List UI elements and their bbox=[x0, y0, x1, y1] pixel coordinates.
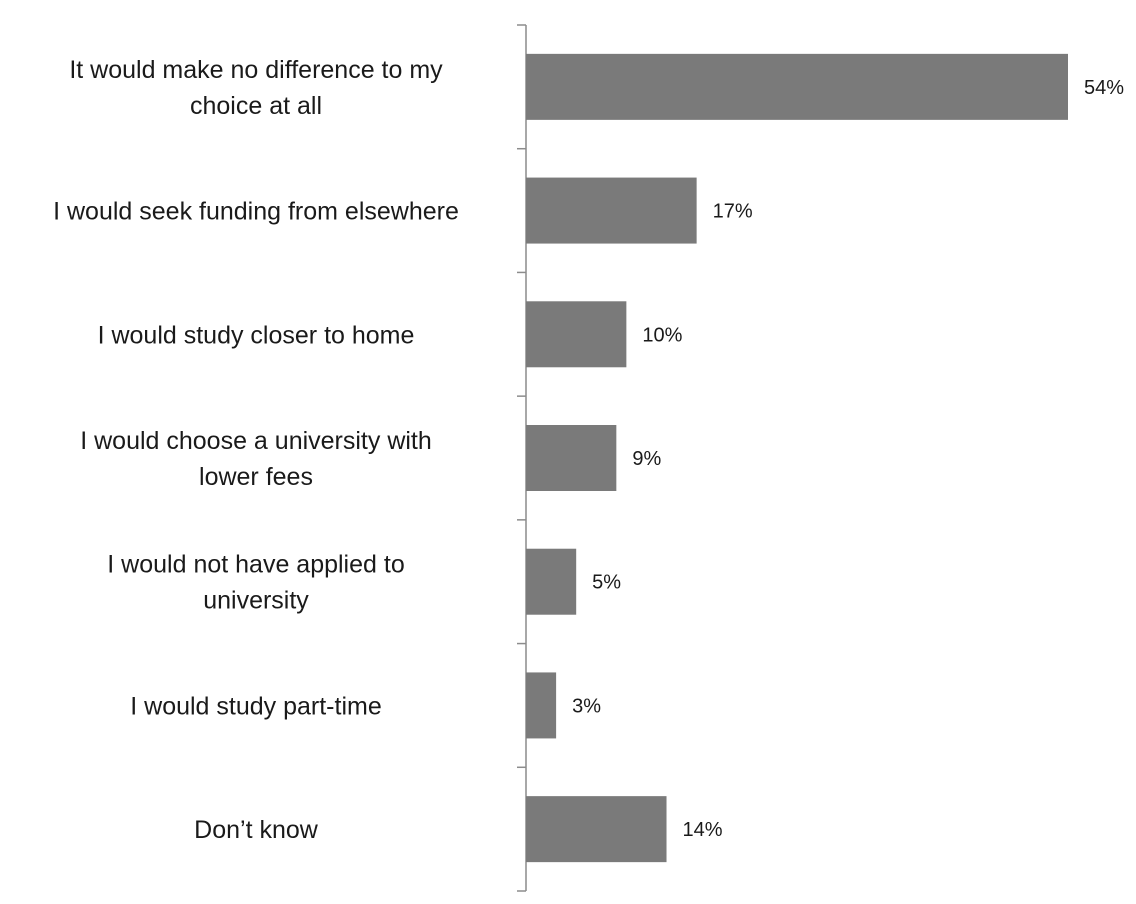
category-label-line: I would not have applied to bbox=[107, 551, 404, 579]
category-label-line: Don’t know bbox=[194, 816, 319, 844]
value-label: 10% bbox=[642, 324, 682, 346]
value-label: 3% bbox=[572, 695, 601, 717]
value-label: 5% bbox=[592, 572, 621, 594]
bar bbox=[526, 425, 617, 491]
bar bbox=[526, 301, 627, 368]
category-label: I would seek funding from elsewhere bbox=[53, 198, 459, 226]
category-label: I would choose a university with lower fe… bbox=[80, 427, 432, 491]
category-label: I would not have applied to university bbox=[107, 551, 404, 615]
bar bbox=[526, 177, 697, 244]
bars-group bbox=[526, 53, 1068, 863]
category-label: I would study part-time bbox=[130, 692, 382, 720]
value-label: 14% bbox=[683, 819, 723, 841]
category-label-line: I would choose a university with bbox=[80, 427, 432, 455]
value-label: 9% bbox=[632, 448, 661, 470]
category-labels-group: It would make no difference to my choice … bbox=[53, 56, 459, 844]
value-labels-group: 54% 17% 10% 9% 5% 3% 14% bbox=[572, 77, 1124, 841]
value-label: 17% bbox=[713, 201, 753, 223]
category-axis-ticks bbox=[517, 24, 526, 892]
bar bbox=[526, 53, 1068, 120]
category-label-line: lower fees bbox=[199, 463, 313, 491]
category-label-line: I would study closer to home bbox=[98, 321, 415, 349]
category-label: It would make no difference to my choice … bbox=[69, 56, 443, 120]
bar bbox=[526, 548, 577, 615]
bar bbox=[526, 672, 557, 739]
category-label: Don’t know bbox=[194, 816, 319, 844]
value-label: 54% bbox=[1084, 77, 1124, 99]
category-label-line: university bbox=[203, 587, 309, 615]
bar bbox=[526, 796, 667, 863]
category-label-line: I would study part-time bbox=[130, 692, 382, 720]
category-label-line: I would seek funding from elsewhere bbox=[53, 198, 459, 226]
category-label-line: It would make no difference to my bbox=[69, 56, 443, 84]
category-label: I would study closer to home bbox=[98, 321, 415, 349]
category-label-line: choice at all bbox=[190, 92, 322, 120]
